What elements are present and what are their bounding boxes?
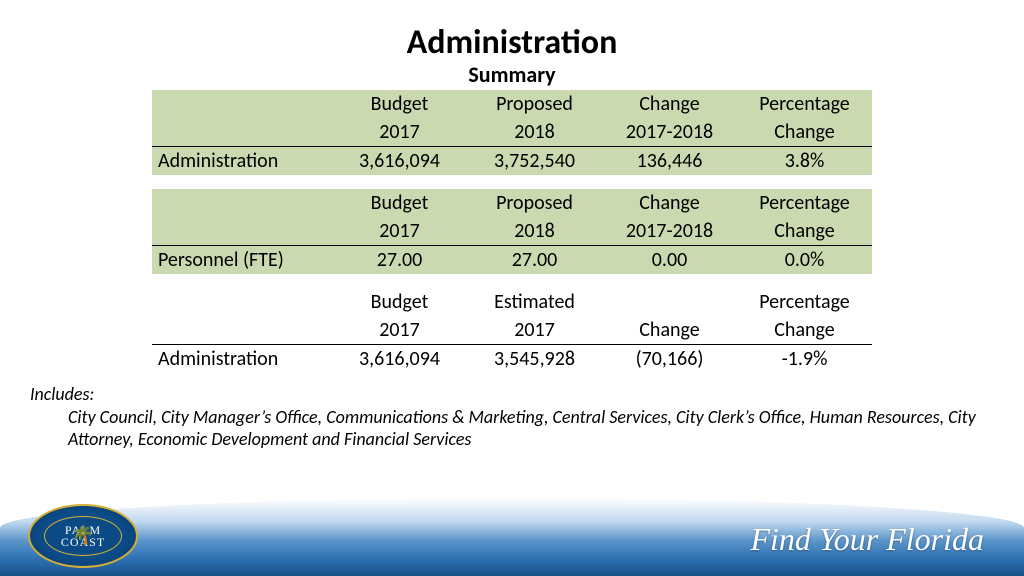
includes-block: Includes: City Council, City Manager’s O… [30,383,994,451]
t1-d2: 3,752,540 [467,147,602,176]
t2-row-label: Personnel (FTE) [152,246,332,275]
t1-h2-c1: 2017 [332,118,467,147]
t2-d2: 27.00 [467,246,602,275]
t1-h1-c1: Budget [332,90,467,118]
t3-h2-c3: Change [602,316,737,345]
t3-h2-c1: 2017 [332,316,467,345]
t3-d2: 3,545,928 [467,345,602,374]
t1-h2-c3: 2017-2018 [602,118,737,147]
t3-h1-c1: Budget [332,288,467,316]
t1-h2-c4: Change [737,118,872,147]
t1-h2-c2: 2018 [467,118,602,147]
t2-h1-c2: Proposed [467,189,602,217]
palm-icon: 🌴 [72,524,94,546]
t3-d4: -1.9% [737,345,872,374]
budget-table-3: Budget Estimated Percentage 2017 2017 Ch… [152,288,872,373]
t1-h1-c3: Change [602,90,737,118]
city-seal-logo: 🌴 PALMCOAST [28,504,138,568]
t3-h1-c3 [602,288,737,316]
t2-h2-c2: 2018 [467,217,602,246]
t3-d1: 3,616,094 [332,345,467,374]
includes-body: City Council, City Manager’s Office, Com… [68,406,994,451]
t1-row-label: Administration [152,147,332,176]
t1-h1-c4: Percentage [737,90,872,118]
budget-table-2: Budget Proposed Change Percentage 2017 2… [152,189,872,274]
t3-h2-c2: 2017 [467,316,602,345]
t1-d4: 3.8% [737,147,872,176]
t2-h2-c1: 2017 [332,217,467,246]
t3-d3: (70,166) [602,345,737,374]
t1-h1-c2: Proposed [467,90,602,118]
t1-d1: 3,616,094 [332,147,467,176]
t3-row-label: Administration [152,345,332,374]
t2-h2-c3: 2017-2018 [602,217,737,246]
t2-h1-c1: Budget [332,189,467,217]
t2-h1-c4: Percentage [737,189,872,217]
t3-h1-c2: Estimated [467,288,602,316]
budget-table-1: Budget Proposed Change Percentage 2017 2… [152,90,872,175]
tagline: Find Your Florida [750,521,984,558]
includes-label: Includes: [30,383,994,406]
t2-d4: 0.0% [737,246,872,275]
t2-d3: 0.00 [602,246,737,275]
t2-h2-c4: Change [737,217,872,246]
t2-h1-c3: Change [602,189,737,217]
t3-h2-c4: Change [737,316,872,345]
subtitle: Summary [0,61,1024,88]
t1-d3: 136,446 [602,147,737,176]
t3-h1-c4: Percentage [737,288,872,316]
tables-container: Budget Proposed Change Percentage 2017 2… [152,90,872,373]
t2-d1: 27.00 [332,246,467,275]
page-title: Administration [0,0,1024,63]
slide: Administration Summary Budget Proposed C… [0,0,1024,576]
